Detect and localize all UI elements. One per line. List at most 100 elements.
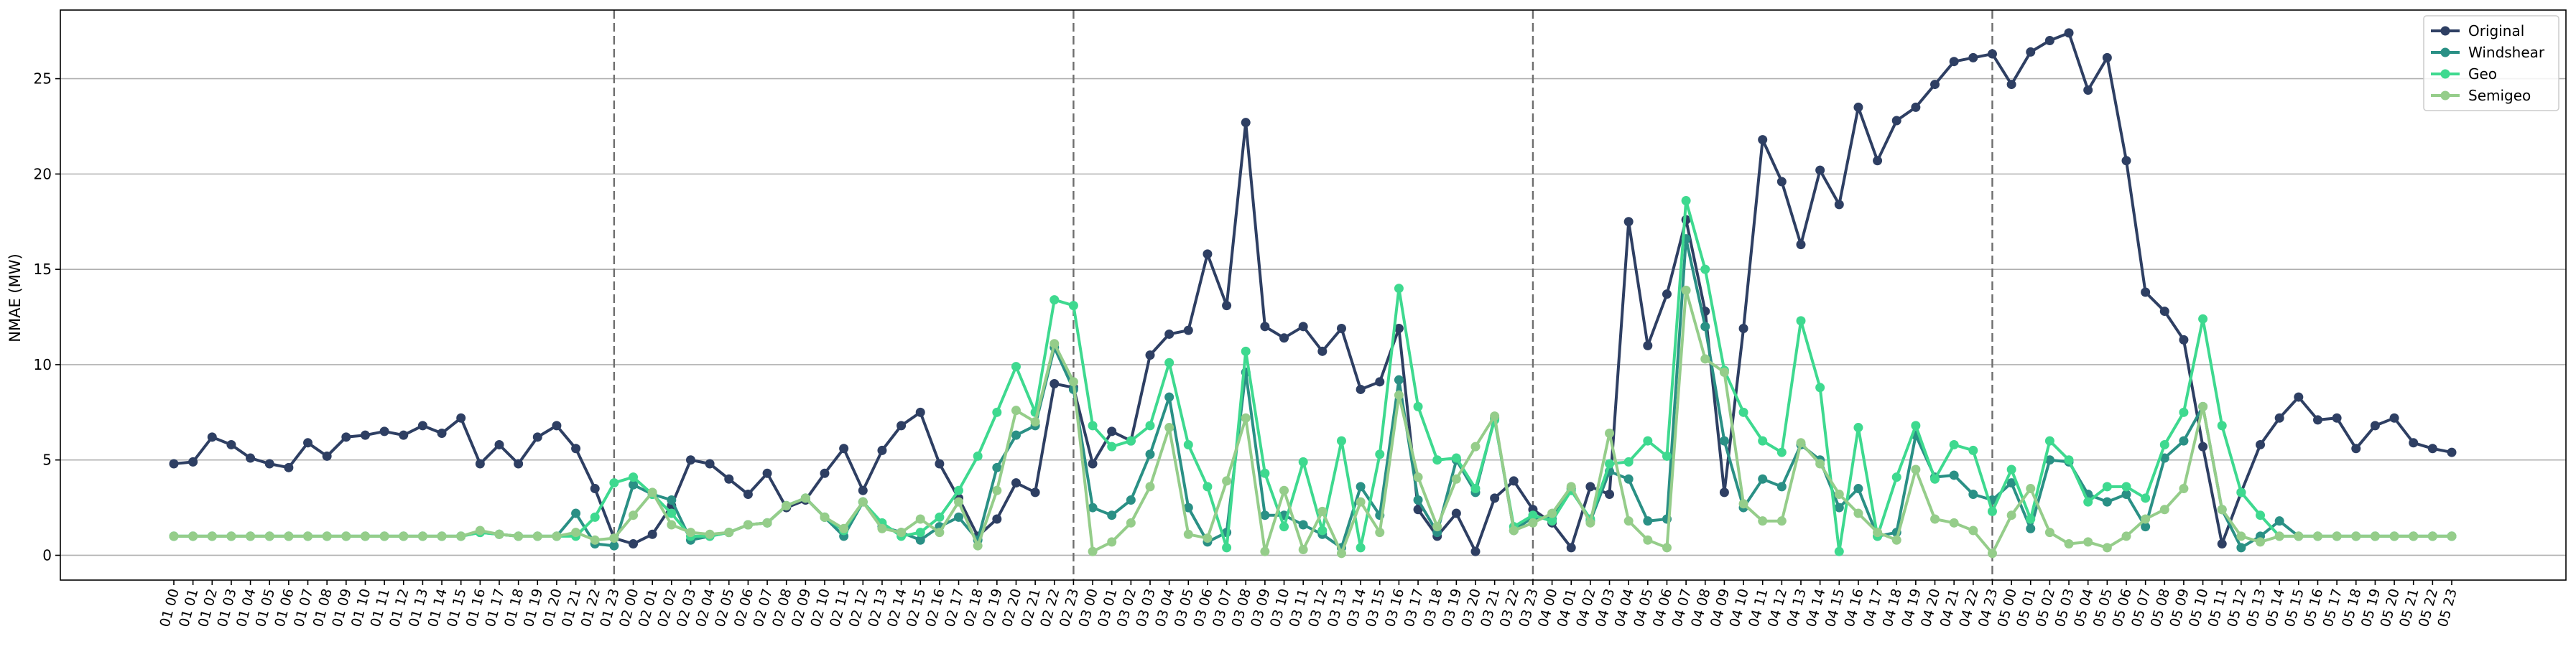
data-point-original	[1623, 217, 1634, 227]
data-point-original	[992, 514, 1002, 524]
data-point-semigeo	[1796, 438, 1806, 448]
data-point-original	[1490, 493, 1500, 503]
legend-label-geo: Geo	[2468, 65, 2497, 83]
data-point-semigeo	[2044, 528, 2054, 538]
data-point-windshear	[2179, 436, 2189, 446]
data-point-semigeo	[1547, 508, 1557, 518]
data-point-original	[839, 444, 849, 454]
data-point-semigeo	[1700, 354, 1710, 364]
data-point-geo	[1375, 449, 1385, 459]
data-point-semigeo	[475, 526, 485, 536]
data-point-semigeo	[1336, 548, 1346, 559]
data-point-windshear	[1126, 495, 1136, 505]
data-point-original	[1356, 384, 1366, 394]
data-point-original	[2389, 413, 2399, 423]
data-point-windshear	[1145, 449, 1155, 459]
data-point-geo	[1279, 522, 1289, 532]
data-point-windshear	[2102, 497, 2112, 507]
data-point-geo	[1451, 453, 1461, 463]
data-point-semigeo	[1911, 464, 1921, 475]
data-point-geo	[1432, 455, 1442, 465]
data-point-semigeo	[1949, 518, 1959, 528]
data-point-original	[1815, 165, 1825, 175]
data-point-original	[2179, 335, 2189, 345]
data-point-original	[2294, 392, 2304, 402]
data-point-original	[705, 459, 715, 469]
data-point-original	[1451, 508, 1461, 518]
data-point-geo	[1126, 436, 1136, 446]
data-point-windshear	[2141, 522, 2151, 532]
data-point-windshear	[609, 541, 619, 551]
data-point-original	[1298, 322, 1308, 332]
data-point-semigeo	[915, 514, 925, 524]
legend-label-semigeo: Semigeo	[2468, 87, 2531, 104]
data-point-semigeo	[207, 531, 217, 541]
data-point-geo	[1107, 442, 1117, 452]
data-point-semigeo	[2198, 401, 2208, 411]
data-point-original	[417, 421, 427, 431]
data-point-original	[1509, 476, 1519, 486]
legend-marker-geo	[2440, 69, 2450, 79]
data-point-semigeo	[1623, 516, 1634, 526]
data-point-geo	[1394, 284, 1404, 294]
data-point-geo	[2256, 510, 2266, 520]
data-point-original	[1030, 487, 1040, 498]
data-point-geo	[1413, 401, 1423, 411]
data-point-semigeo	[705, 529, 715, 539]
data-point-original	[1164, 329, 1175, 339]
data-point-geo	[1911, 421, 1921, 431]
data-point-original	[1050, 378, 1060, 388]
day-separators	[613, 10, 1993, 580]
data-point-original	[1107, 426, 1117, 436]
data-point-semigeo	[1260, 546, 1270, 556]
data-point-windshear	[2159, 453, 2169, 463]
data-point-original	[1375, 377, 1385, 387]
series-line-semigeo	[174, 289, 2452, 555]
legend-marker-original	[2440, 26, 2450, 36]
data-point-original	[1317, 346, 1328, 356]
data-point-semigeo	[1738, 499, 1748, 509]
data-point-semigeo	[762, 518, 772, 528]
data-point-original	[1643, 340, 1653, 350]
data-point-windshear	[2274, 516, 2284, 526]
data-point-original	[552, 421, 562, 431]
data-point-semigeo	[935, 528, 945, 538]
data-point-semigeo	[839, 523, 849, 533]
data-point-windshear	[2044, 455, 2054, 465]
data-point-semigeo	[743, 520, 753, 530]
data-point-semigeo	[2294, 531, 2304, 541]
data-point-geo	[915, 528, 925, 538]
data-point-geo	[1623, 457, 1634, 467]
data-point-geo	[1260, 468, 1270, 478]
data-point-original	[2312, 415, 2322, 425]
data-point-original	[456, 413, 466, 423]
data-point-semigeo	[1088, 546, 1098, 556]
data-point-original	[1222, 301, 1232, 311]
data-point-original	[1987, 49, 1997, 59]
data-point-windshear	[1260, 510, 1270, 520]
data-point-semigeo	[1662, 543, 1672, 553]
data-point-semigeo	[1968, 526, 1978, 536]
data-point-semigeo	[494, 529, 504, 539]
data-point-original	[1279, 333, 1289, 343]
data-point-geo	[2064, 455, 2074, 465]
data-point-semigeo	[456, 531, 466, 541]
data-point-semigeo	[2121, 531, 2131, 541]
data-point-geo	[1681, 196, 1691, 206]
data-point-geo	[1815, 383, 1825, 393]
data-point-original	[532, 432, 542, 442]
data-point-geo	[590, 512, 600, 522]
data-point-windshear	[1394, 375, 1404, 385]
data-point-semigeo	[1987, 548, 1997, 559]
data-point-windshear	[1758, 474, 1768, 484]
data-point-semigeo	[1317, 506, 1328, 516]
y-tick-label: 20	[34, 165, 52, 182]
data-point-semigeo	[1891, 535, 1901, 545]
data-point-geo	[1796, 316, 1806, 326]
data-point-semigeo	[1413, 472, 1423, 482]
data-point-original	[647, 529, 657, 539]
data-point-original	[858, 485, 868, 495]
data-point-geo	[1987, 506, 1997, 516]
data-point-semigeo	[514, 531, 524, 541]
data-point-original	[1968, 52, 1978, 62]
